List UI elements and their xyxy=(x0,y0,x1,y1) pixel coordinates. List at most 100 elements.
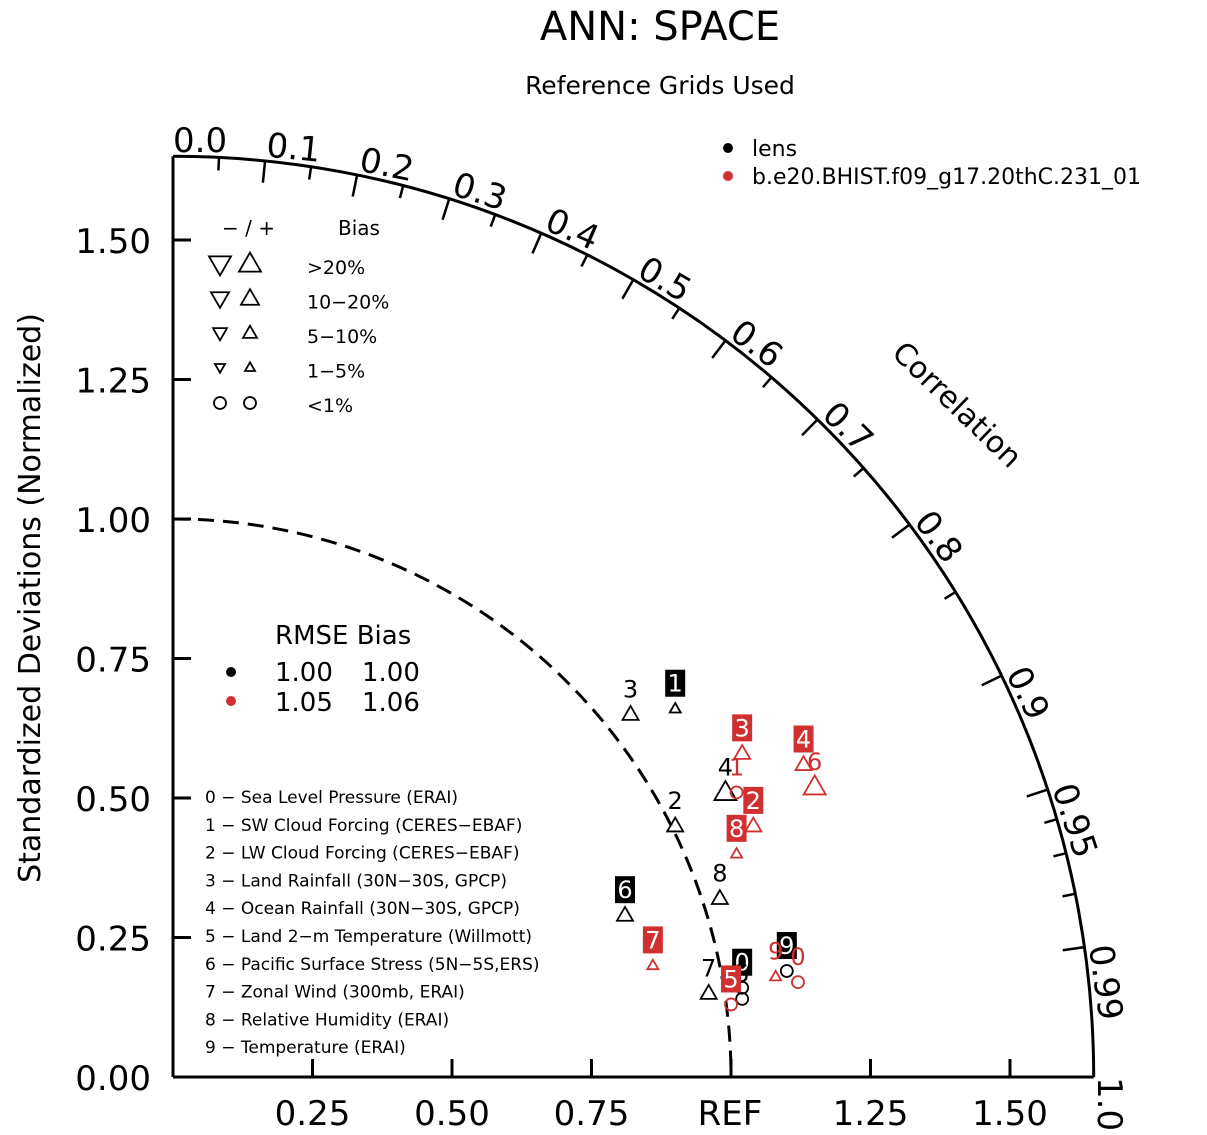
point-bhist-1-marker xyxy=(729,785,744,800)
correlation-tick-mark xyxy=(1053,851,1067,858)
bias-legend-row-label: 5−10% xyxy=(307,326,377,348)
variable-list-item: 5 − Land 2−m Temperature (Willmott) xyxy=(205,927,532,947)
correlation-tick-mark xyxy=(801,418,819,437)
point-lens-7-label: 7 xyxy=(701,954,716,982)
correlation-tick-mark xyxy=(621,279,635,300)
rmse-table: RMSE Bias 1.00 1.00 1.05 1.06 xyxy=(226,621,420,718)
point-bhist-5-marker xyxy=(724,997,738,1012)
point-bhist-8-marker xyxy=(729,846,744,859)
correlation-tick-mark xyxy=(580,254,589,267)
chart-subtitle: Reference Grids Used xyxy=(525,71,795,100)
correlation-tick-mark xyxy=(762,376,773,389)
point-bhist-7-label: 7 xyxy=(645,926,660,954)
correlation-tick-mark xyxy=(441,198,451,221)
point-bhist-3-label-box xyxy=(732,714,753,742)
point-bhist-6-marker xyxy=(802,773,828,796)
point-lens-9-label: 9 xyxy=(779,932,794,960)
y-tick-label: 1.00 xyxy=(75,501,151,541)
chart-title: ANN: SPACE xyxy=(540,4,780,50)
bias-legend-down-triangle-icon xyxy=(211,327,229,343)
variable-list-item: 7 − Zonal Wind (300mb, ERAI) xyxy=(205,983,465,1003)
point-bhist-2-marker xyxy=(743,815,763,833)
correlation-tick-label: 0.6 xyxy=(723,312,790,376)
x-axis-ticks: 0.25 0.50 0.75 1.25 1.50 xyxy=(275,1059,1048,1134)
point-lens-4-label: 4 xyxy=(718,753,733,781)
point-bhist-6-label: 6 xyxy=(807,748,822,776)
bias-legend-row-label: 1−5% xyxy=(307,361,365,383)
point-lens-2-label: 2 xyxy=(668,787,683,815)
point-bhist-4-label-box xyxy=(793,725,814,753)
bias-legend-row-label: >20% xyxy=(307,257,365,279)
y-tick-label: 0.00 xyxy=(75,1059,151,1099)
point-lens-1-marker xyxy=(668,701,683,714)
bias-legend-down-triangle-icon xyxy=(209,291,231,310)
correlation-tick-label: 0.9 xyxy=(998,660,1058,726)
correlation-tick-mark xyxy=(217,157,221,171)
point-lens-7-marker xyxy=(699,983,719,1000)
bias-legend-up-triangle-icon xyxy=(237,250,263,273)
correlation-tick-label: 0.4 xyxy=(539,201,605,259)
rmse-table-header: RMSE Bias xyxy=(275,621,411,651)
correlation-tick-mark xyxy=(852,467,865,478)
bias-legend-up-triangle-icon xyxy=(243,360,257,372)
point-bhist-0-marker xyxy=(791,975,805,990)
x-tick-label: 0.50 xyxy=(414,1094,490,1134)
rmse-row-lens-bias: 1.00 xyxy=(362,658,420,688)
correlation-tick-mark xyxy=(671,307,681,320)
y-tick-label: 0.50 xyxy=(75,780,151,820)
point-bhist-8-label: 8 xyxy=(729,815,744,843)
correlation-tick-mark xyxy=(351,174,359,197)
correlation-tick-label: 0.2 xyxy=(356,140,417,190)
point-lens-9-label-box xyxy=(776,931,797,959)
point-bhist-7-marker xyxy=(645,957,660,971)
correlation-tick-label: 0.8 xyxy=(906,503,970,570)
point-bhist-8-label-box xyxy=(726,814,747,842)
point-bhist-9-marker xyxy=(768,969,783,982)
point-lens-2-marker xyxy=(665,815,685,833)
point-lens-5-marker xyxy=(735,991,750,1006)
correlation-tick-label: 1.0 xyxy=(1089,1077,1129,1131)
y-tick-label: 1.50 xyxy=(75,222,151,262)
x-axis-ref-label: REF xyxy=(698,1094,763,1134)
x-tick-label: 1.50 xyxy=(972,1094,1048,1134)
series-legend: lens b.e20.BHIST.f09_g17.20thC.231_01 xyxy=(723,137,1141,190)
point-bhist-3-label: 3 xyxy=(735,714,750,742)
variable-list: 0 − Sea Level Pressure (ERAI) 1 − SW Clou… xyxy=(205,788,540,1058)
point-bhist-9-label: 9 xyxy=(768,938,783,966)
correlation-tick-mark xyxy=(1062,945,1085,952)
bias-legend-signs: − / + xyxy=(222,216,275,240)
point-lens-6-label-box xyxy=(614,876,635,904)
variable-list-item: 6 − Pacific Surface Stress (5N−5S,ERS) xyxy=(205,955,540,975)
point-lens-3-label: 3 xyxy=(623,675,638,703)
point-bhist-2-label: 2 xyxy=(746,787,761,815)
point-lens-8-marker xyxy=(710,888,730,905)
rmse-row-lens-marker xyxy=(226,667,236,677)
diagram-frame xyxy=(171,154,1096,1079)
legend-label-bhist: b.e20.BHIST.f09_g17.20thC.231_01 xyxy=(752,165,1141,190)
variable-list-item: 4 − Ocean Rainfall (30N−30S, GPCP) xyxy=(205,899,520,919)
x-tick-label: 0.75 xyxy=(554,1094,630,1134)
correlation-tick-mark xyxy=(981,674,1003,687)
correlation-tick-mark xyxy=(398,185,405,199)
variable-list-item: 2 − LW Cloud Forcing (CERES−EBAF) xyxy=(205,844,519,864)
bias-legend-row-label: 10−20% xyxy=(307,292,389,314)
variable-list-item: 9 − Temperature (ERAI) xyxy=(205,1038,406,1058)
point-lens-6-marker xyxy=(615,905,635,922)
correlation-tick-mark xyxy=(943,590,957,600)
bias-legend-up-triangle-icon xyxy=(239,287,261,306)
bias-legend-row-label: <1% xyxy=(307,395,353,417)
rmse-row-bhist-bias: 1.06 xyxy=(362,688,420,718)
y-tick-label: 1.25 xyxy=(75,362,151,402)
y-tick-label: 0.75 xyxy=(75,641,151,681)
correlation-tick-mark xyxy=(1044,818,1058,825)
bias-legend-down-triangle-icon xyxy=(213,363,227,375)
y-tick-label: 0.25 xyxy=(75,920,151,960)
point-lens-8-label: 8 xyxy=(712,859,727,887)
point-lens-3-marker xyxy=(621,704,641,721)
point-bhist-0-label: 0 xyxy=(790,943,805,971)
bias-legend: − / + Bias >20% 10−20% 5−10% 1−5% <1% xyxy=(207,216,389,417)
correlation-axis-label: Correlation xyxy=(885,335,1028,475)
variable-list-item: 0 − Sea Level Pressure (ERAI) xyxy=(205,788,458,808)
